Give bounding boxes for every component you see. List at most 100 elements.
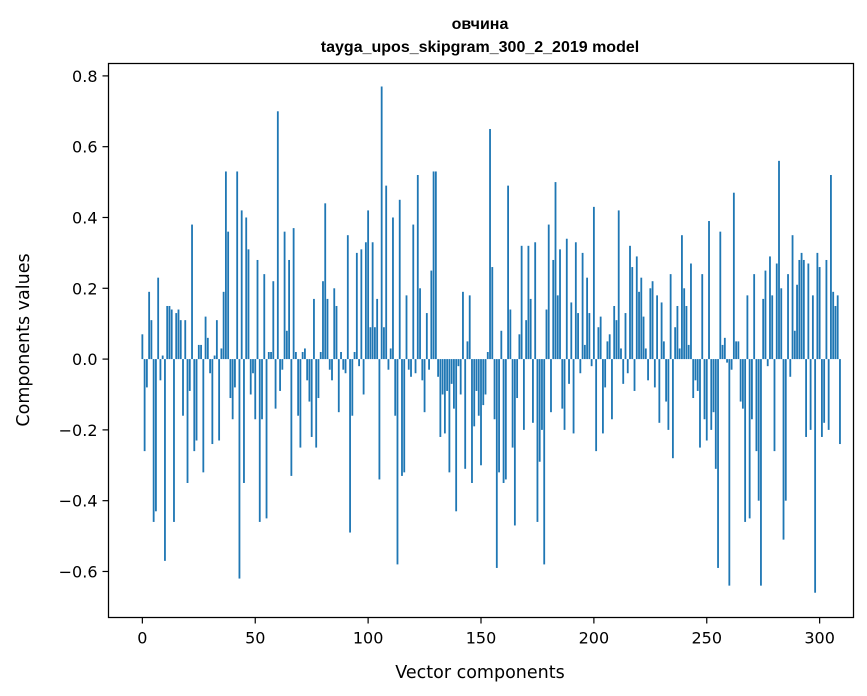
bar [674, 327, 677, 360]
x-tick-label: 300 [804, 629, 835, 648]
bar [414, 359, 417, 374]
bar [495, 359, 498, 568]
bar [694, 359, 697, 381]
bar [168, 305, 171, 360]
bar [412, 224, 415, 360]
bar [751, 359, 753, 420]
bar [177, 309, 180, 360]
bar [249, 359, 252, 395]
bar [602, 359, 604, 434]
bar [525, 320, 528, 360]
bar [737, 341, 740, 360]
bar [310, 359, 313, 437]
bar [457, 359, 460, 367]
bar [231, 359, 234, 420]
bar [360, 249, 363, 360]
bar [836, 295, 839, 360]
bar [317, 359, 320, 399]
bar [484, 359, 487, 395]
bar [638, 291, 640, 360]
bar [272, 281, 275, 360]
bar [685, 305, 688, 360]
bar [708, 221, 710, 360]
bar [254, 359, 257, 420]
bar [597, 327, 600, 360]
bar [814, 359, 817, 593]
bar [432, 171, 435, 360]
bar [274, 359, 277, 409]
bar [369, 327, 372, 360]
bar [802, 259, 805, 360]
bar [448, 359, 451, 473]
bar [572, 359, 575, 434]
bar [712, 359, 715, 413]
bar [290, 359, 293, 476]
bar [482, 359, 485, 406]
bar [211, 359, 214, 445]
bar [443, 359, 446, 434]
bar [283, 231, 286, 360]
bar [739, 359, 742, 402]
bar [263, 274, 266, 360]
bar [428, 359, 430, 370]
bar [188, 359, 191, 391]
bar [565, 238, 568, 360]
bar [157, 277, 160, 360]
bar [678, 348, 681, 360]
bar [690, 263, 692, 360]
bar [466, 341, 469, 360]
bar [385, 185, 388, 360]
bar [326, 298, 329, 360]
bar [184, 320, 187, 360]
bar [735, 341, 738, 360]
bar [159, 359, 162, 381]
bar [258, 359, 261, 522]
bar [236, 171, 239, 360]
bar [182, 359, 184, 416]
bar [669, 274, 672, 360]
bar [405, 295, 408, 360]
bar [509, 309, 512, 360]
bar [807, 263, 810, 360]
bar [333, 288, 336, 360]
bar [811, 295, 814, 360]
bar [337, 359, 340, 413]
bar [741, 359, 744, 409]
x-tick-label: 100 [353, 629, 384, 648]
bar [425, 313, 428, 360]
bar [595, 359, 598, 452]
bar [633, 359, 636, 391]
bar [256, 259, 259, 360]
bar [559, 249, 561, 360]
bar [538, 359, 541, 462]
bar [581, 252, 584, 360]
bar [468, 295, 471, 360]
bar [279, 359, 281, 391]
x-tick-label: 0 [137, 629, 147, 648]
bar [353, 352, 356, 360]
bar [437, 359, 440, 377]
bar [671, 359, 674, 459]
bar [608, 334, 611, 360]
bar [696, 359, 699, 391]
bar [620, 348, 622, 360]
bar [631, 267, 634, 360]
bar [299, 359, 302, 448]
y-tick-label: 0.2 [72, 279, 97, 298]
bar [145, 359, 148, 388]
bar [453, 359, 455, 409]
bar [830, 175, 832, 360]
bar [714, 359, 717, 469]
x-tick-label: 250 [691, 629, 722, 648]
bar [202, 359, 205, 473]
bar [728, 359, 731, 586]
bar [267, 352, 270, 360]
bar [220, 348, 223, 360]
bar [164, 359, 166, 561]
bar [507, 185, 509, 360]
x-axis-label: Vector components [395, 663, 564, 683]
bar [401, 359, 403, 476]
bar [818, 267, 821, 360]
bar [315, 359, 318, 448]
